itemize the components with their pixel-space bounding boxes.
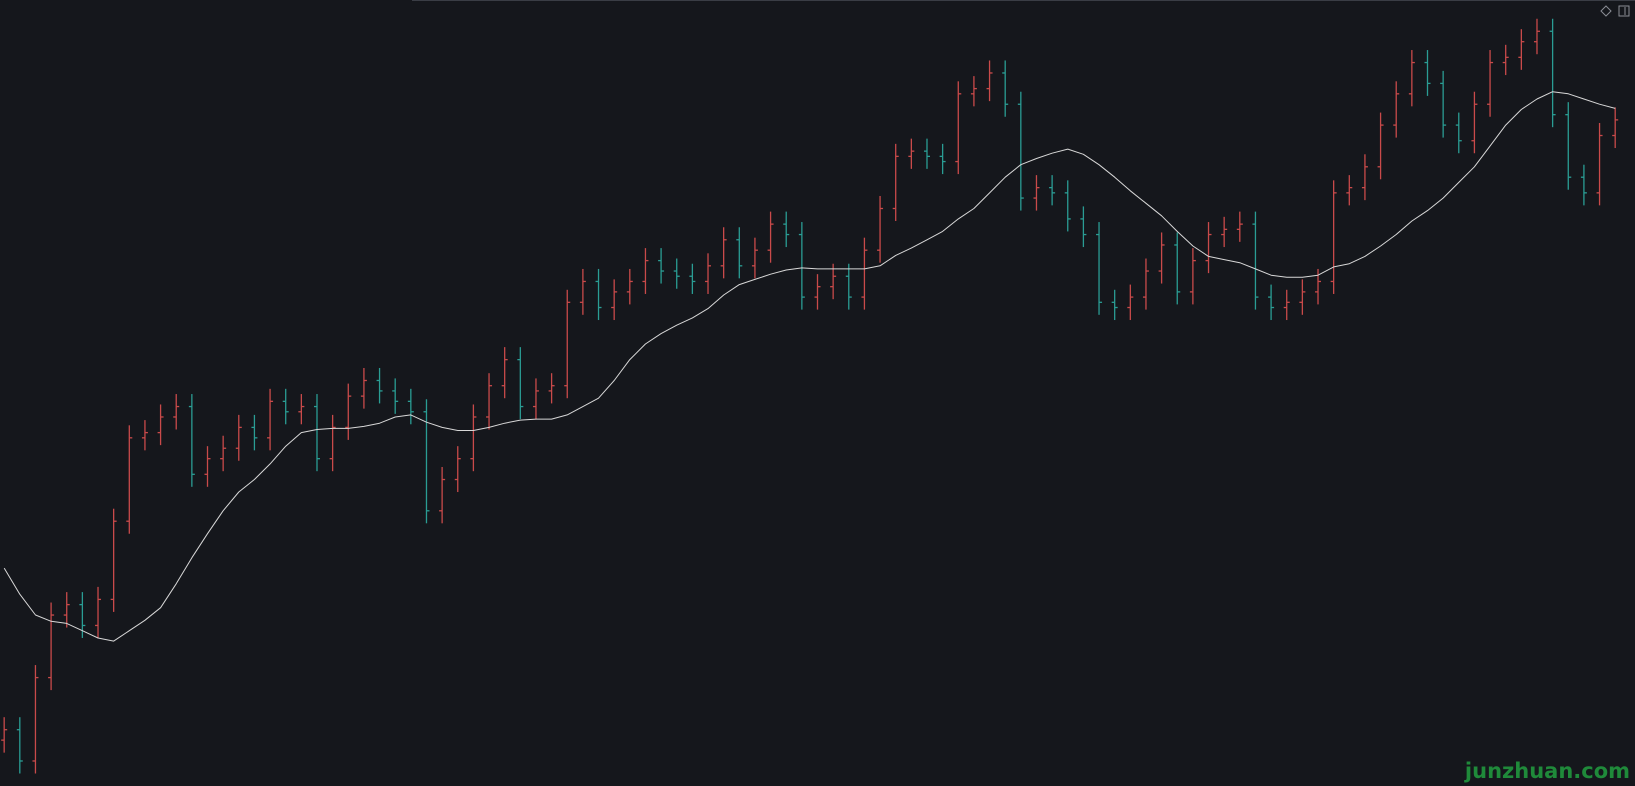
watermark: junzhuan.com bbox=[1464, 759, 1630, 783]
plot-area bbox=[1, 18, 1619, 774]
draw-tool-icon[interactable] bbox=[1600, 5, 1612, 17]
panel-toggle-icon[interactable] bbox=[1618, 5, 1630, 17]
moving-average bbox=[3, 91, 1616, 642]
